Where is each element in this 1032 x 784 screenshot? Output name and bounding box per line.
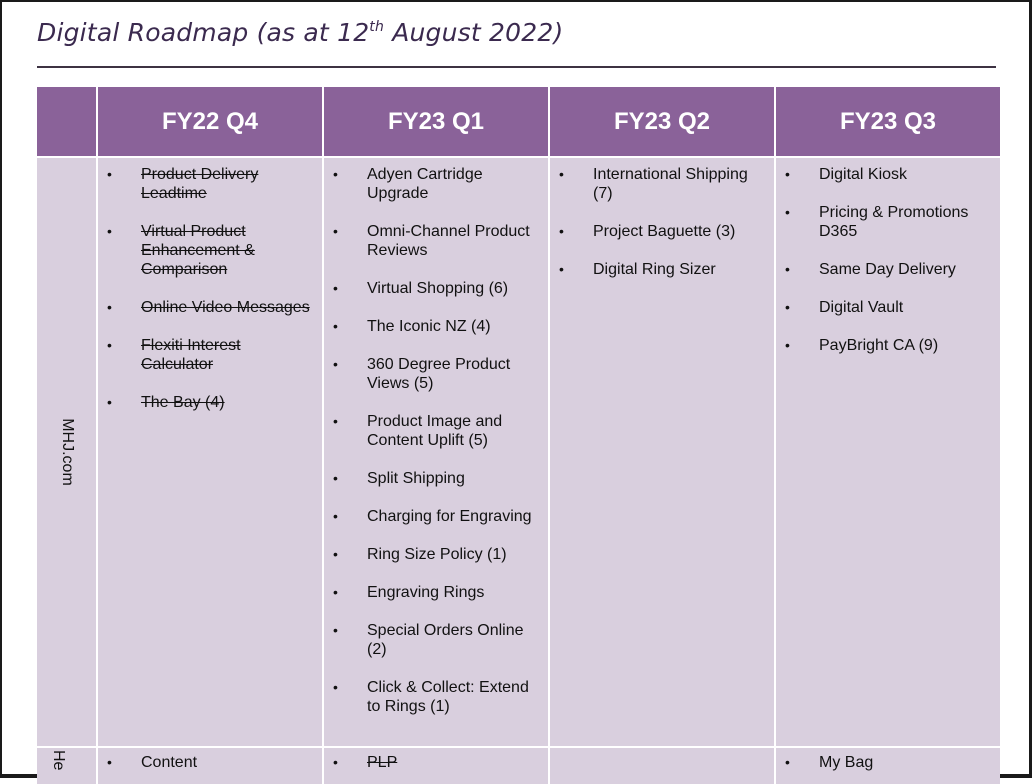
item-list: Digital Kiosk Pricing & Promotions D365 Sa… [776,158,1000,355]
row-label-cell: He [37,748,96,784]
roadmap-item: Omni-Channel Product Reviews [324,222,540,260]
column-header-fy23-q2: FY23 Q2 [550,87,774,156]
roadmap-item: My Bag [776,753,992,772]
roadmap-item: Digital Kiosk [776,165,992,184]
item-list [550,748,774,753]
roadmap-item: Virtual Shopping (6) [324,279,540,298]
roadmap-item: Flexiti Interest Calculator [98,336,314,374]
roadmap-item: Special Orders Online (2) [324,621,540,659]
page-title: Digital Roadmap (as at 12th August 2022) [37,18,563,47]
cell-mhj-fy22-q4: Product Delivery Leadtime Virtual Product… [98,158,322,746]
roadmap-item: Content [98,753,314,772]
row-label-he: He [50,750,67,771]
roadmap-item: Product Image and Content Uplift (5) [324,412,540,450]
roadmap-item: Engraving Rings [324,583,540,602]
item-list: PLP [324,748,548,772]
roadmap-item: Split Shipping [324,469,540,488]
roadmap-item: PLP [324,753,540,772]
row-label-cell: MHJ.com [37,158,96,746]
title-superscript: th [369,19,385,35]
window-frame-right [1029,0,1032,778]
roadmap-item: Project Baguette (3) [550,222,766,241]
cell-mhj-fy23-q3: Digital Kiosk Pricing & Promotions D365 Sa… [776,158,1000,746]
item-list: Product Delivery Leadtime Virtual Product… [98,158,322,412]
roadmap-item: PayBright CA (9) [776,336,992,355]
roadmap-item: Digital Ring Sizer [550,260,766,279]
roadmap-item: Click & Collect: Extend to Rings (1) [324,678,540,716]
column-header-fy23-q1: FY23 Q1 [324,87,548,156]
item-list: Adyen Cartridge Upgrade Omni-Channel Prod… [324,158,548,716]
cell-he-fy23-q1: PLP [324,748,548,784]
roadmap-table: FY22 Q4 FY23 Q1 FY23 Q2 FY23 Q3 MHJ.com … [37,87,1000,784]
roadmap-item: Virtual Product Enhancement & Comparison [98,222,314,279]
roadmap-item: Online Video Messages [98,298,314,317]
roadmap-item: Product Delivery Leadtime [98,165,314,203]
cell-mhj-fy23-q2: International Shipping (7) Project Baguet… [550,158,774,746]
cell-he-fy23-q3: My Bag [776,748,1000,784]
cell-he-fy22-q4: Content [98,748,322,784]
roadmap-item: 360 Degree Product Views (5) [324,355,540,393]
title-prefix: Digital Roadmap (as at 12 [37,18,370,47]
roadmap-item: Ring Size Policy (1) [324,545,540,564]
window-frame-left [0,0,2,778]
row-label-mhj: MHJ.com [58,418,76,486]
roadmap-item: Same Day Delivery [776,260,992,279]
roadmap-item: The Bay (4) [98,393,314,412]
roadmap-item: Charging for Engraving [324,507,540,526]
roadmap-item: Adyen Cartridge Upgrade [324,165,540,203]
roadmap-item: The Iconic NZ (4) [324,317,540,336]
title-suffix: August 2022) [384,18,564,47]
header-corner [37,87,96,156]
item-list: International Shipping (7) Project Baguet… [550,158,774,279]
title-divider [37,66,996,68]
window-frame-top [0,0,1032,2]
item-list: My Bag [776,748,1000,772]
roadmap-item: Digital Vault [776,298,992,317]
cell-mhj-fy23-q1: Adyen Cartridge Upgrade Omni-Channel Prod… [324,158,548,746]
column-header-fy23-q3: FY23 Q3 [776,87,1000,156]
column-header-fy22-q4: FY22 Q4 [98,87,322,156]
roadmap-item: Pricing & Promotions D365 [776,203,992,241]
cell-he-fy23-q2 [550,748,774,784]
item-list: Content [98,748,322,772]
roadmap-item: International Shipping (7) [550,165,766,203]
